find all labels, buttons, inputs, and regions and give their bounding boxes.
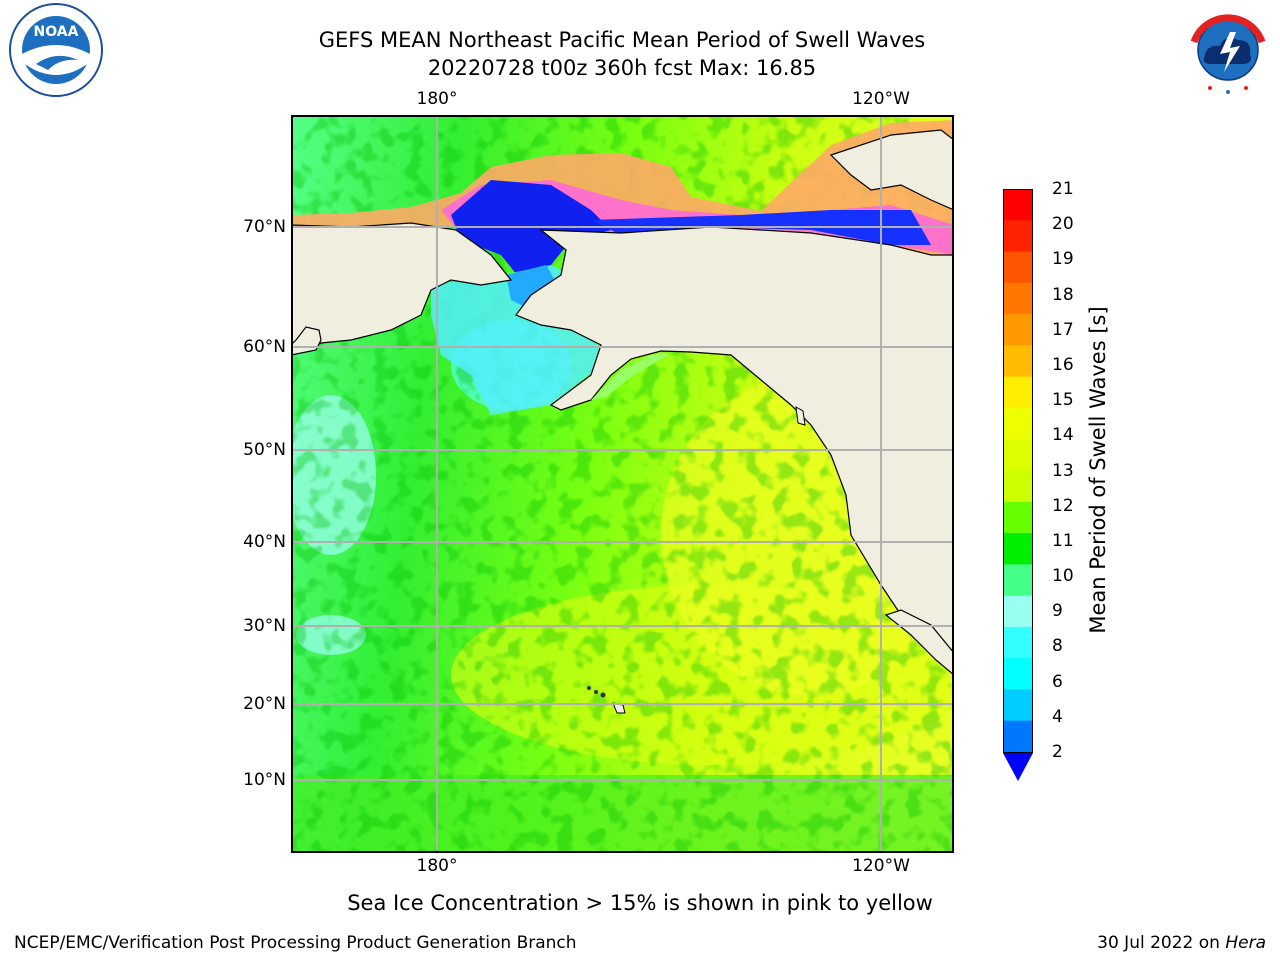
lon-label-bottom-120w: 120°W [852, 856, 910, 876]
colorbar-segment [1003, 220, 1033, 253]
colorbar-tick-label: 12 [1052, 495, 1074, 516]
colorbar-tick-label: 14 [1052, 425, 1074, 446]
colorbar-tick-label: 16 [1052, 354, 1074, 375]
lat-label-60n: 60°N [243, 337, 286, 357]
colorbar-segment [1003, 407, 1033, 440]
lat-label-10n: 10°N [243, 770, 286, 790]
colorbar-segment [1003, 533, 1033, 565]
noaa-logo-icon: NOAA [9, 3, 103, 97]
lat-label-40n: 40°N [243, 532, 286, 552]
swell-period-map [291, 115, 954, 853]
colorbar-segment [1003, 189, 1033, 221]
lat-label-30n: 30°N [243, 616, 286, 636]
footer-date: 30 Jul 2022 on Hera [1097, 933, 1266, 953]
colorbar-segment [1003, 439, 1033, 471]
colorbar-tick-label: 2 [1052, 742, 1063, 762]
colorbar-segment [1003, 689, 1033, 722]
footer-branch: NCEP/EMC/Verification Post Processing Pr… [14, 933, 577, 953]
colorbar-tick-label: 15 [1052, 390, 1074, 411]
colorbar-segment [1003, 470, 1033, 503]
colorbar-tick-label: 18 [1052, 284, 1074, 305]
colorbar-segment [1003, 720, 1033, 753]
colorbar-segment [1003, 345, 1033, 378]
colorbar-segment [1003, 314, 1033, 346]
lon-label-top-180: 180° [416, 89, 458, 109]
sea-ice-region [291, 120, 954, 265]
colorbar-tick-label: 19 [1052, 249, 1074, 270]
land-arctic-islands [829, 129, 954, 211]
colorbar-segment [1003, 501, 1033, 534]
gulf-of-alaska-edge [591, 353, 671, 400]
lat-label-20n: 20°N [243, 694, 286, 714]
colorbar-segment [1003, 251, 1033, 284]
land-north-america [515, 226, 954, 676]
sea-ice-footnote: Sea Ice Concentration > 15% is shown in … [347, 891, 933, 915]
colorbar-tick-label: 21 [1052, 179, 1074, 199]
lat-label-50n: 50°N [243, 440, 286, 460]
land-vancouver-island [795, 406, 806, 426]
lon-label-bottom-180: 180° [416, 856, 458, 876]
noaa-logo-text: NOAA [34, 24, 79, 40]
footer-machine: Hera [1225, 933, 1266, 953]
colorbar-tick-label: 6 [1052, 671, 1063, 692]
colorbar-segment [1003, 658, 1033, 690]
colorbar-segment [1003, 282, 1033, 315]
footer-date-text: 30 Jul 2022 on [1097, 933, 1220, 953]
colorbar-tick-label: 20 [1052, 214, 1074, 235]
chukchi-blue [451, 180, 611, 280]
lat-label-70n: 70°N [243, 217, 286, 237]
nws-logo-icon [1182, 4, 1274, 96]
colorbar-tick-label: 17 [1052, 319, 1074, 340]
colorbar-label: Mean Period of Swell Waves [s] [1086, 306, 1110, 634]
colorbar-tick-label: 10 [1052, 566, 1074, 587]
colorbar-tick-label: 8 [1052, 636, 1063, 657]
colorbar-tick-label: 9 [1052, 601, 1063, 622]
chart-subtitle: 20220728 t00z 360h fcst Max: 16.85 [427, 56, 817, 80]
graticule [291, 115, 954, 853]
chart-title: GEFS MEAN Northeast Pacific Mean Period … [318, 28, 926, 52]
lon-label-top-120w: 120°W [852, 89, 910, 109]
colorbar-segment [1003, 376, 1033, 409]
colorbar-segment [1003, 595, 1033, 628]
colorbar-tick-label: 4 [1052, 706, 1063, 727]
colorbar-tick-label: 13 [1052, 460, 1074, 481]
land-siberia [291, 222, 513, 356]
colorbar-frame [1003, 189, 1033, 753]
colorbar [1003, 189, 1033, 781]
colorbar-segment [1003, 626, 1033, 659]
colorbar-segment [1003, 564, 1033, 597]
colorbar-extend-arrow [1003, 753, 1033, 781]
colorbar-tick-label: 11 [1052, 530, 1074, 551]
map-frame [291, 115, 954, 853]
